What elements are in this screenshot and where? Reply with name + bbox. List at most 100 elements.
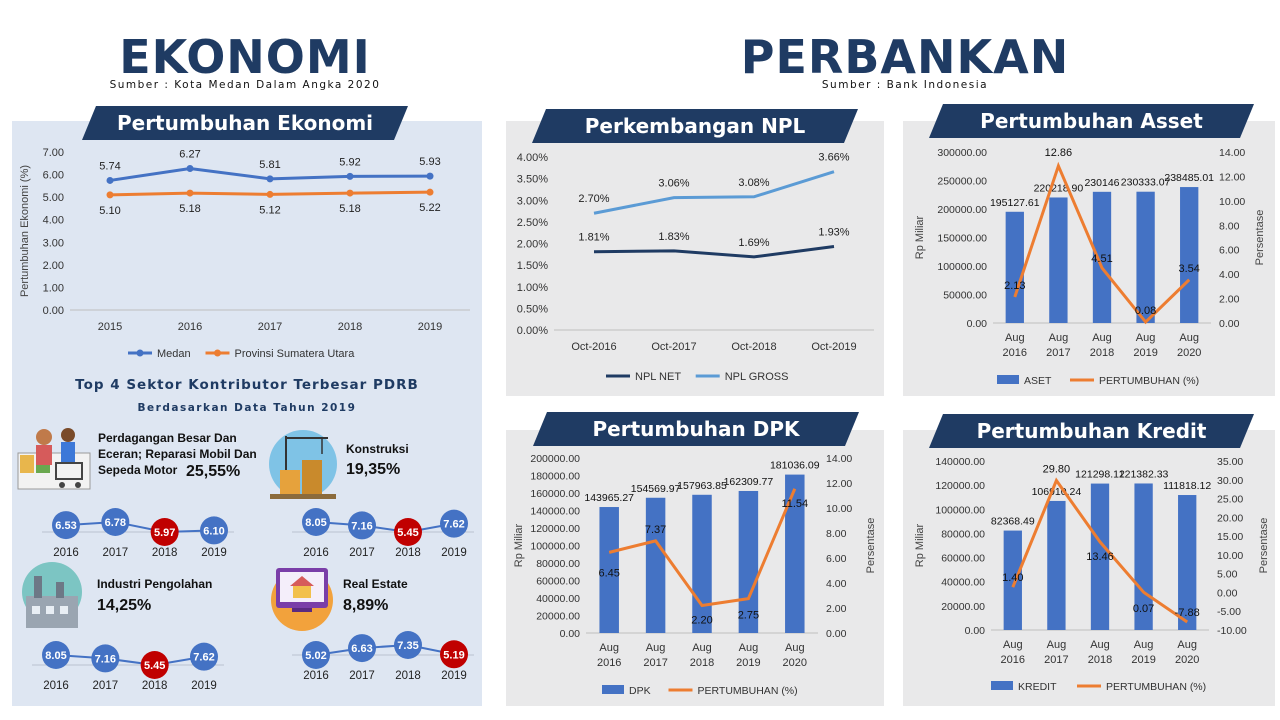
value-label: 7.62: [443, 519, 464, 531]
x-tick-label: Aug: [599, 642, 619, 654]
year-label: 2016: [43, 680, 69, 692]
y-tick-label: 0.00: [43, 305, 64, 317]
y-tick-label: 0.00: [967, 318, 988, 330]
y-tick-label: 7.00: [43, 147, 64, 159]
x-tick-label: 2018: [1090, 347, 1114, 359]
value-label: 7.16: [351, 520, 372, 532]
y-tick-label: 200000.00: [937, 204, 987, 216]
y2-tick-label: 6.00: [826, 553, 847, 565]
y2-tick-label: 4.00: [826, 578, 847, 590]
kredit-chart: 0.00 20000.00 40000.00 60000.00 80000.00 1000…: [914, 456, 1270, 693]
value-bubble: [190, 642, 218, 671]
legend-swatch: [997, 375, 1019, 384]
y-tick-label: 3.00%: [517, 195, 548, 207]
data-label: 3.66%: [818, 152, 849, 164]
legend-label: KREDIT: [1018, 681, 1057, 693]
y-tick-label: 250000.00: [937, 176, 987, 188]
legend-marker: [136, 349, 144, 357]
y-tick-label: 6.00: [43, 170, 64, 182]
year-label: 2018: [395, 670, 421, 682]
x-tick-label: 2016: [597, 657, 621, 669]
x-tick-label: 2020: [1175, 654, 1199, 666]
asset-chart: 0.00 50000.00 100000.00 150000.00 200000.00 2…: [914, 147, 1266, 387]
value-label: 7.35: [397, 640, 418, 652]
sector-4-name: Real Estate: [343, 577, 408, 591]
value-label: 6.53: [55, 520, 76, 532]
legend-label: NPL NET: [635, 371, 681, 383]
sector-1-share: 25,55%: [186, 463, 241, 480]
growth-label: 6.45: [598, 567, 619, 579]
year-label: 2019: [441, 670, 467, 682]
ekonomi-source: Sumber : Kota Medan Dalam Angka 2020: [109, 79, 381, 91]
y2-tick-label: 20.00: [1217, 512, 1243, 524]
bar-value-label: 181036.09: [770, 460, 820, 472]
y2-tick-label: 2.00: [1219, 294, 1240, 306]
y-tick-label: 40000.00: [941, 577, 985, 589]
x-tick-label: 2020: [783, 657, 807, 669]
y-tick-label: 2.50%: [517, 217, 548, 229]
year-label: 2019: [191, 680, 217, 692]
real-estate-icon: [268, 562, 336, 632]
y-tick-label: 60000.00: [941, 553, 985, 565]
growth-label: 7.37: [645, 524, 666, 536]
x-tick-label: 2016: [1003, 347, 1027, 359]
data-point: [266, 190, 274, 198]
legend-swatch: [602, 685, 624, 694]
x-tick-label: Aug: [1177, 639, 1197, 651]
x-tick-label: 2015: [98, 321, 122, 333]
x-tick-label: 2020: [1177, 347, 1201, 359]
y2-axis-label: Persentase: [1254, 210, 1266, 266]
bar-value-label: 121382.33: [1119, 468, 1169, 480]
x-tick-label: Aug: [1134, 639, 1154, 651]
y-tick-label: 100000.00: [937, 261, 987, 273]
ekonomi-banner: Pertumbuhan Ekonomi: [82, 106, 408, 140]
data-label: 3.06%: [658, 178, 689, 190]
bar: [785, 474, 805, 633]
value-bubble: [302, 508, 330, 536]
bar-value-label: 162309.77: [724, 476, 774, 488]
y-tick-label: 4.00%: [517, 152, 548, 164]
value-bubble: [348, 634, 376, 663]
y2-tick-label: 25.00: [1217, 494, 1243, 506]
y-tick-label: 140000.00: [935, 456, 985, 468]
legend-label: Medan: [157, 348, 191, 360]
x-tick-label: 2019: [1131, 654, 1155, 666]
x-tick-label: 2018: [1088, 654, 1112, 666]
value-label: 5.45: [397, 527, 418, 539]
x-tick-label: Aug: [692, 642, 712, 654]
value-bubble: [52, 511, 80, 540]
bar: [692, 494, 712, 633]
bar-value-label: 220218.90: [1034, 182, 1084, 194]
value-bubble: [302, 641, 330, 669]
bar: [1005, 211, 1024, 323]
kredit-banner: Pertumbuhan Kredit: [929, 414, 1254, 448]
y-tick-label: 300000.00: [937, 147, 987, 159]
x-tick-label: 2016: [1001, 654, 1025, 666]
y-tick-label: 1.00: [43, 282, 64, 294]
data-label: 1.69%: [738, 237, 769, 249]
value-label: 7.16: [95, 653, 116, 665]
value-bubble-low: [394, 518, 422, 546]
y2-tick-label: 10.00: [1219, 196, 1245, 208]
x-tick-label: Aug: [1005, 332, 1025, 344]
sector-4-trend: 5.02 2016 6.63 2017 7.35 2018 5.19 2019: [292, 631, 474, 682]
construction-icon: [266, 430, 340, 500]
x-tick-label: Aug: [1179, 332, 1199, 344]
bar-value-label: 230146: [1084, 177, 1119, 189]
y-tick-label: 3.50%: [517, 174, 548, 186]
y-tick-label: 50000.00: [943, 290, 987, 302]
bar: [1178, 495, 1197, 630]
legend-label: PERTUMBUHAN (%): [1099, 375, 1199, 387]
value-bubble-low: [440, 640, 468, 669]
series-line-1: [593, 245, 835, 259]
npl-chart: 0.00% 0.50% 1.00% 1.50% 2.00% 2.50% 3.00% 3.50%…: [517, 152, 874, 383]
x-tick-label: 2017: [643, 657, 667, 669]
year-label: 2019: [441, 547, 467, 559]
x-tick-label: 2017: [1046, 347, 1070, 359]
bar-value-label: 143965.27: [584, 492, 634, 504]
bar: [1180, 187, 1199, 323]
sector-1-trend: 6.53 2016 6.78 2017 5.97 2018 6.10 2019: [42, 508, 234, 559]
value-label: 6.10: [203, 525, 224, 537]
asset-panel: [903, 121, 1275, 396]
data-point: [266, 175, 274, 183]
